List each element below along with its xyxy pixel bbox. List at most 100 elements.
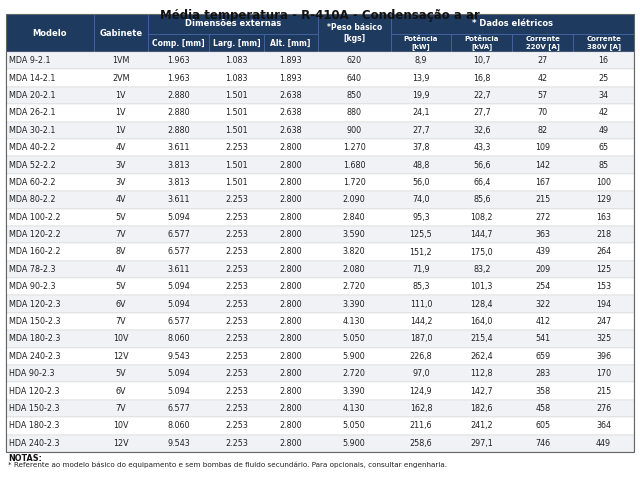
Text: 128,4: 128,4: [470, 300, 493, 309]
Text: 2.800: 2.800: [280, 421, 302, 431]
Text: 187,0: 187,0: [410, 335, 432, 344]
Text: 322: 322: [535, 300, 550, 309]
Text: 2.880: 2.880: [167, 126, 190, 135]
Bar: [264, 34, 318, 52]
Text: 167: 167: [535, 178, 550, 187]
Text: 2.253: 2.253: [225, 248, 248, 256]
Text: MDA 180-2.3: MDA 180-2.3: [9, 335, 60, 344]
Text: 3V: 3V: [115, 160, 126, 169]
Text: 1.963: 1.963: [167, 56, 190, 65]
Text: 2.800: 2.800: [280, 386, 302, 396]
Text: 3.611: 3.611: [167, 265, 190, 274]
Text: 2.800: 2.800: [280, 317, 302, 326]
Text: 194: 194: [596, 300, 611, 309]
Text: *Peso básico
[kgs]: *Peso básico [kgs]: [326, 24, 382, 43]
Text: 8,9: 8,9: [415, 56, 428, 65]
Text: Alt. [mm]: Alt. [mm]: [271, 38, 311, 48]
Text: MDA 90-2.3: MDA 90-2.3: [9, 282, 56, 291]
Text: Potência
[kW]: Potência [kW]: [404, 36, 438, 50]
Text: 1V: 1V: [115, 108, 126, 118]
Text: 101,3: 101,3: [470, 282, 493, 291]
Text: 3.813: 3.813: [167, 178, 190, 187]
Text: 13,9: 13,9: [412, 73, 429, 83]
Bar: [209, 34, 264, 52]
Bar: [6, 226, 634, 243]
Text: 22,7: 22,7: [473, 91, 491, 100]
Text: 241,2: 241,2: [470, 421, 493, 431]
Text: HDA 240-2.3: HDA 240-2.3: [9, 439, 60, 448]
Text: 82: 82: [538, 126, 548, 135]
Text: 129: 129: [596, 195, 611, 204]
Text: 32,6: 32,6: [473, 126, 491, 135]
Text: Modelo: Modelo: [33, 28, 67, 37]
Text: NOTAS:: NOTAS:: [8, 454, 42, 463]
Text: 746: 746: [535, 439, 550, 448]
Text: 2.253: 2.253: [225, 386, 248, 396]
Bar: [6, 434, 634, 452]
Text: 297,1: 297,1: [470, 439, 493, 448]
Text: 6V: 6V: [115, 300, 126, 309]
Text: 2.800: 2.800: [280, 213, 302, 222]
Text: 2.840: 2.840: [343, 213, 365, 222]
Text: MDA 20-2.1: MDA 20-2.1: [9, 91, 56, 100]
Text: 151,2: 151,2: [410, 248, 432, 256]
Text: MDA 52-2.2: MDA 52-2.2: [9, 160, 56, 169]
Text: 70: 70: [538, 108, 548, 118]
Text: 5.900: 5.900: [343, 439, 365, 448]
Text: 247: 247: [596, 317, 611, 326]
Text: 2.800: 2.800: [280, 439, 302, 448]
Text: 8.060: 8.060: [167, 421, 190, 431]
Bar: [148, 14, 318, 34]
Text: 5.050: 5.050: [343, 335, 365, 344]
Text: 1.963: 1.963: [167, 73, 190, 83]
Text: 5V: 5V: [115, 369, 126, 378]
Text: 283: 283: [535, 369, 550, 378]
Text: 3.390: 3.390: [343, 386, 365, 396]
Text: 108,2: 108,2: [470, 213, 493, 222]
Text: 363: 363: [535, 230, 550, 239]
Bar: [6, 139, 634, 156]
Bar: [6, 14, 93, 52]
Text: 396: 396: [596, 352, 611, 361]
Text: 71,9: 71,9: [412, 265, 430, 274]
Text: 2.800: 2.800: [280, 352, 302, 361]
Bar: [6, 243, 634, 261]
Text: 163: 163: [596, 213, 611, 222]
Text: MDA 26-2.1: MDA 26-2.1: [9, 108, 56, 118]
Text: 3.390: 3.390: [343, 300, 365, 309]
Bar: [6, 174, 634, 191]
Text: 620: 620: [347, 56, 362, 65]
Text: 2.800: 2.800: [280, 230, 302, 239]
Text: 2.880: 2.880: [167, 108, 190, 118]
Text: * Dados elétricos: * Dados elétricos: [472, 20, 553, 28]
Text: 4V: 4V: [115, 265, 126, 274]
Text: 49: 49: [598, 126, 609, 135]
Text: 12V: 12V: [113, 352, 129, 361]
Text: 153: 153: [596, 282, 611, 291]
Text: HDA 180-2.3: HDA 180-2.3: [9, 421, 60, 431]
Text: 8V: 8V: [115, 248, 126, 256]
Text: 541: 541: [535, 335, 550, 344]
Text: 144,7: 144,7: [470, 230, 493, 239]
Text: 254: 254: [535, 282, 550, 291]
Text: 100: 100: [596, 178, 611, 187]
Text: 42: 42: [538, 73, 548, 83]
Text: 2.253: 2.253: [225, 213, 248, 222]
Text: 9.543: 9.543: [167, 439, 190, 448]
Bar: [6, 383, 634, 400]
Bar: [6, 296, 634, 313]
Text: 1.893: 1.893: [280, 73, 302, 83]
Text: 56,0: 56,0: [412, 178, 429, 187]
Text: 209: 209: [535, 265, 550, 274]
Text: 1.501: 1.501: [225, 108, 248, 118]
Text: 880: 880: [347, 108, 362, 118]
Text: 2.253: 2.253: [225, 369, 248, 378]
Text: 85: 85: [598, 160, 609, 169]
Text: 2.800: 2.800: [280, 404, 302, 413]
Text: 262,4: 262,4: [470, 352, 493, 361]
Text: 5V: 5V: [115, 213, 126, 222]
Text: 276: 276: [596, 404, 611, 413]
Text: 2.800: 2.800: [280, 178, 302, 187]
Text: Larg. [mm]: Larg. [mm]: [212, 38, 260, 48]
Bar: [390, 34, 451, 52]
